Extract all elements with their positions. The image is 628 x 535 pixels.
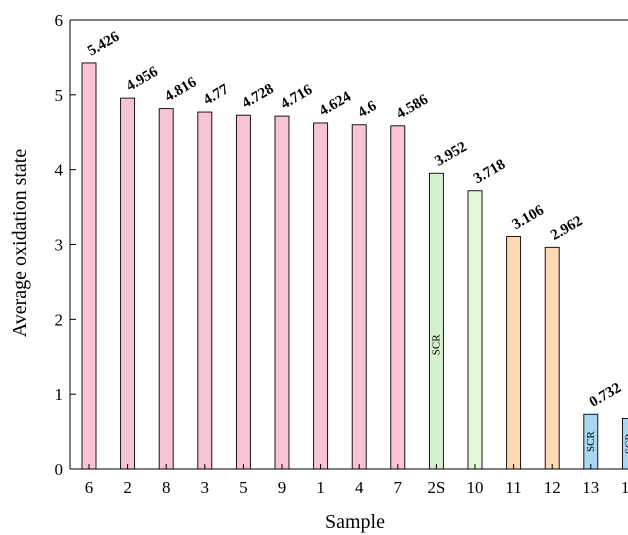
x-tick-label-3: 3	[201, 478, 210, 497]
value-label-4: 4.6	[355, 98, 380, 121]
bar-9	[274, 115, 290, 470]
bar-2	[120, 97, 136, 470]
value-label-2s: 3.952	[432, 139, 469, 170]
y-tick-label-6: 6	[55, 11, 64, 30]
x-tick-label-6: 6	[85, 478, 94, 497]
value-label-7: 4.586	[394, 91, 432, 122]
value-label-3: 4.77	[201, 81, 232, 108]
axes-layer: 6283591472S10111213140123456	[55, 11, 628, 497]
y-tick-label-4: 4	[55, 161, 64, 180]
x-tick-label-10: 10	[467, 478, 484, 497]
value-label-14: 0.676	[625, 384, 628, 415]
x-tick-label-11: 11	[505, 478, 521, 497]
x-tick-label-8: 8	[162, 478, 171, 497]
value-label-1: 4.624	[317, 88, 355, 119]
bar-6	[81, 62, 97, 470]
value-label-9: 4.716	[278, 82, 316, 113]
x-axis-title: Sample	[325, 511, 385, 533]
x-tick-label-2s: 2S	[427, 478, 445, 497]
x-tick-label-12: 12	[544, 478, 561, 497]
x-tick-label-13: 13	[582, 478, 599, 497]
bar-14	[621, 417, 628, 470]
x-tick-label-7: 7	[394, 478, 403, 497]
value-label-11: 3.106	[510, 202, 548, 233]
bar-12	[544, 246, 560, 470]
bar-8	[158, 108, 174, 470]
value-label-2: 4.956	[124, 64, 162, 95]
value-label-6: 5.426	[85, 28, 123, 59]
x-tick-label-4: 4	[355, 478, 364, 497]
x-tick-label-9: 9	[278, 478, 287, 497]
y-tick-label-0: 0	[55, 460, 64, 479]
value-label-8: 4.816	[162, 74, 200, 105]
y-tick-label-2: 2	[55, 310, 64, 329]
x-tick-label-5: 5	[239, 478, 248, 497]
bars-layer	[81, 62, 628, 470]
bar-4	[351, 124, 367, 470]
value-label-12: 2.962	[548, 213, 585, 244]
value-label-10: 3.718	[471, 157, 508, 188]
bar-annotation-2s: SCR	[430, 334, 442, 355]
bar-annotation-14: SCR	[623, 433, 628, 454]
bar-10	[467, 190, 483, 470]
y-tick-label-3: 3	[55, 236, 64, 255]
y-axis-title: Average oxidation state	[9, 149, 31, 338]
bar-11	[506, 236, 522, 470]
bar-7	[390, 125, 406, 470]
x-tick-label-1: 1	[316, 478, 325, 497]
value-label-5: 4.728	[239, 81, 276, 112]
x-tick-label-14: 14	[621, 478, 628, 497]
bar-3	[197, 111, 213, 470]
y-tick-label-1: 1	[55, 385, 64, 404]
x-tick-label-2: 2	[123, 478, 132, 497]
bar-5	[235, 114, 251, 470]
value-label-13: 0.732	[587, 380, 624, 411]
bar-annotation-13: SCR	[585, 431, 597, 452]
y-tick-label-5: 5	[55, 86, 64, 105]
bar-2s	[428, 172, 444, 470]
bar-1	[313, 122, 329, 470]
